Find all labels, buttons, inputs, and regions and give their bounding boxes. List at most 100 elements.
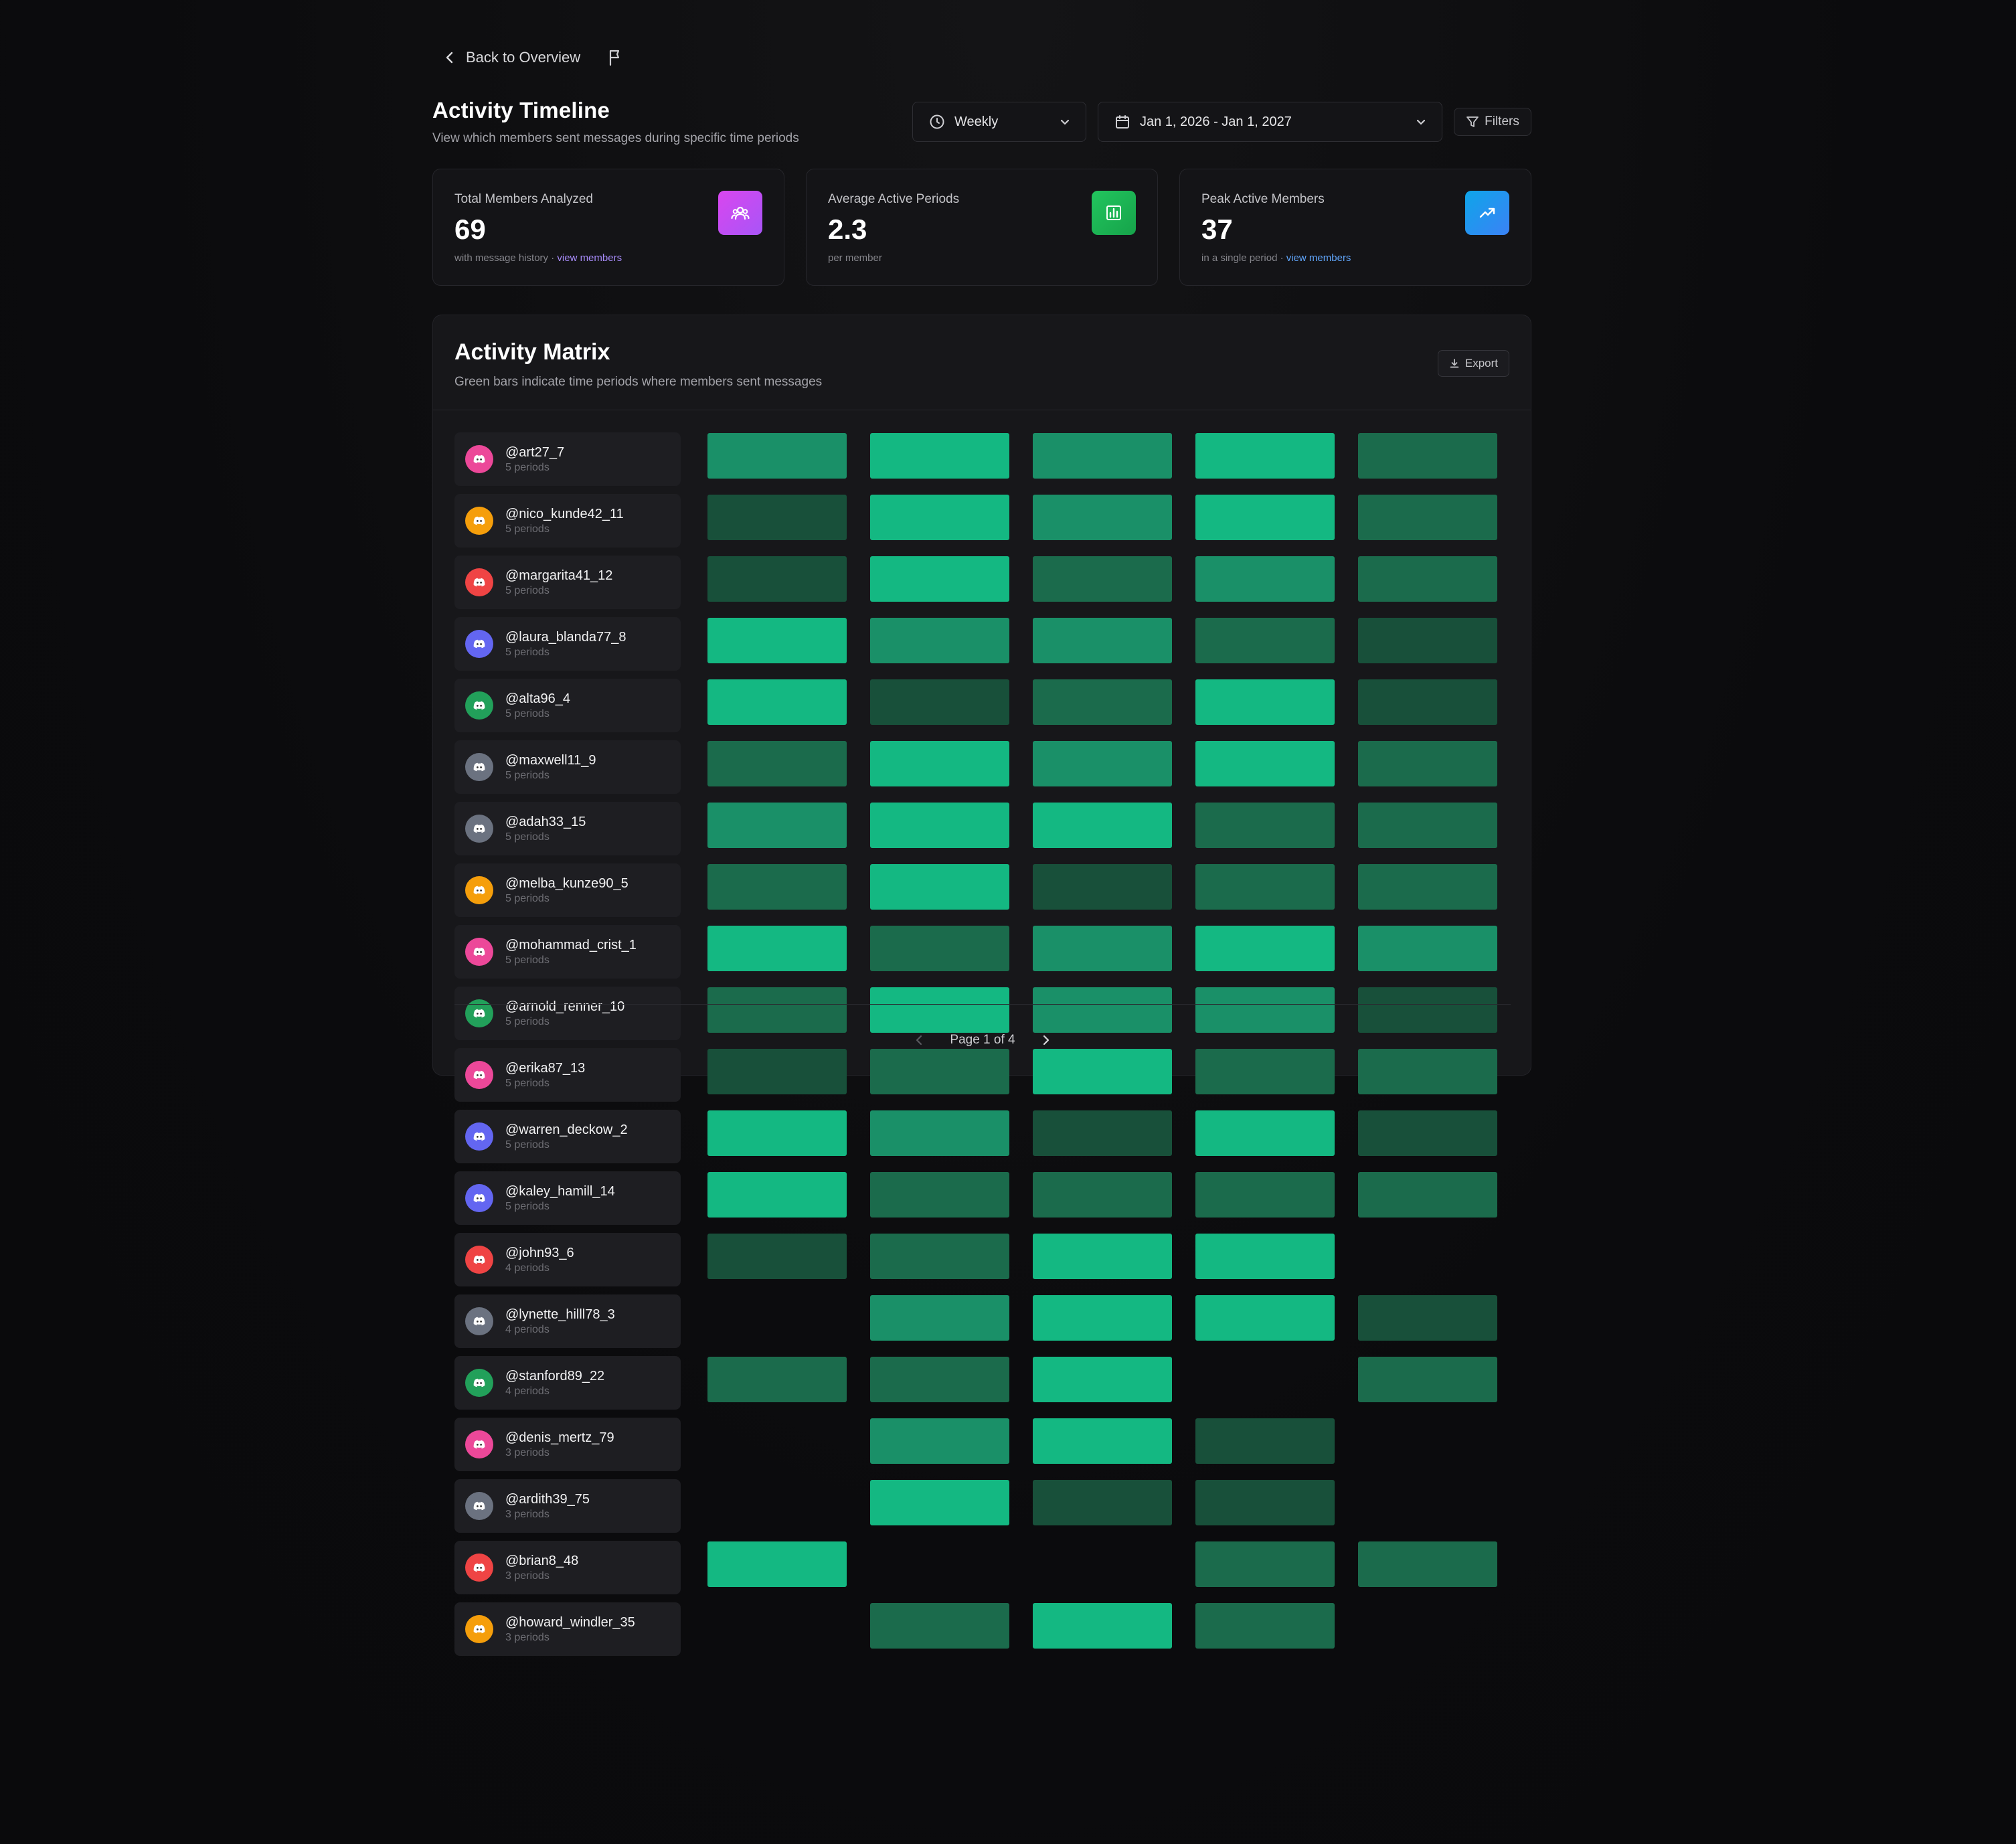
activity-cell[interactable] bbox=[707, 1049, 847, 1094]
activity-cell[interactable] bbox=[1195, 741, 1335, 786]
activity-cell[interactable] bbox=[1033, 1110, 1172, 1156]
activity-cell[interactable] bbox=[870, 495, 1009, 540]
activity-cell[interactable] bbox=[1195, 1541, 1335, 1587]
member-item[interactable]: @brian8_48 3 periods bbox=[454, 1541, 681, 1594]
member-item[interactable]: @melba_kunze90_5 5 periods bbox=[454, 863, 681, 917]
activity-cell[interactable] bbox=[870, 926, 1009, 971]
activity-cell[interactable] bbox=[707, 926, 847, 971]
activity-cell[interactable] bbox=[1358, 1357, 1497, 1402]
activity-cell[interactable] bbox=[1033, 803, 1172, 848]
activity-cell[interactable] bbox=[1195, 1049, 1335, 1094]
view-members-link[interactable]: view members bbox=[557, 252, 622, 264]
activity-cell[interactable] bbox=[1195, 1234, 1335, 1279]
activity-cell[interactable] bbox=[870, 1603, 1009, 1649]
activity-cell[interactable] bbox=[870, 1357, 1009, 1402]
activity-cell[interactable] bbox=[1033, 1234, 1172, 1279]
member-item[interactable]: @ardith39_75 3 periods bbox=[454, 1479, 681, 1533]
activity-cell[interactable] bbox=[1033, 495, 1172, 540]
member-item[interactable]: @stanford89_22 4 periods bbox=[454, 1356, 681, 1410]
activity-cell[interactable] bbox=[1195, 495, 1335, 540]
activity-cell[interactable] bbox=[870, 433, 1009, 479]
activity-cell[interactable] bbox=[870, 1234, 1009, 1279]
activity-cell[interactable] bbox=[707, 864, 847, 910]
activity-cell[interactable] bbox=[1195, 618, 1335, 663]
flag-button[interactable] bbox=[606, 48, 624, 67]
member-item[interactable]: @nico_kunde42_11 5 periods bbox=[454, 494, 681, 548]
activity-cell[interactable] bbox=[1358, 741, 1497, 786]
activity-cell[interactable] bbox=[1358, 1541, 1497, 1587]
activity-cell[interactable] bbox=[1195, 803, 1335, 848]
activity-cell[interactable] bbox=[870, 741, 1009, 786]
activity-cell[interactable] bbox=[1358, 433, 1497, 479]
activity-cell[interactable] bbox=[1033, 433, 1172, 479]
member-item[interactable]: @laura_blanda77_8 5 periods bbox=[454, 617, 681, 671]
activity-cell[interactable] bbox=[707, 987, 847, 1033]
activity-cell[interactable] bbox=[1195, 1603, 1335, 1649]
activity-cell[interactable] bbox=[1195, 433, 1335, 479]
member-item[interactable]: @art27_7 5 periods bbox=[454, 432, 681, 486]
next-page-button[interactable] bbox=[1035, 1030, 1056, 1050]
filters-button[interactable]: Filters bbox=[1454, 108, 1531, 136]
member-item[interactable]: @john93_6 4 periods bbox=[454, 1233, 681, 1286]
activity-cell[interactable] bbox=[870, 679, 1009, 725]
activity-cell[interactable] bbox=[1195, 1418, 1335, 1464]
activity-cell[interactable] bbox=[1358, 495, 1497, 540]
activity-cell[interactable] bbox=[707, 495, 847, 540]
activity-cell[interactable] bbox=[1195, 926, 1335, 971]
member-item[interactable]: @margarita41_12 5 periods bbox=[454, 556, 681, 609]
activity-cell[interactable] bbox=[707, 1110, 847, 1156]
back-to-overview-link[interactable]: Back to Overview bbox=[444, 49, 580, 66]
activity-cell[interactable] bbox=[1358, 1049, 1497, 1094]
period-select[interactable]: Weekly bbox=[912, 102, 1086, 142]
activity-cell[interactable] bbox=[1195, 679, 1335, 725]
activity-cell[interactable] bbox=[707, 803, 847, 848]
activity-cell[interactable] bbox=[1195, 864, 1335, 910]
activity-cell[interactable] bbox=[707, 741, 847, 786]
activity-cell[interactable] bbox=[1033, 1418, 1172, 1464]
member-item[interactable]: @erika87_13 5 periods bbox=[454, 1048, 681, 1102]
activity-cell[interactable] bbox=[870, 1480, 1009, 1525]
activity-cell[interactable] bbox=[870, 1418, 1009, 1464]
activity-cell[interactable] bbox=[870, 1172, 1009, 1218]
activity-cell[interactable] bbox=[1195, 1295, 1335, 1341]
activity-cell[interactable] bbox=[1195, 1480, 1335, 1525]
member-item[interactable]: @lynette_hilll78_3 4 periods bbox=[454, 1294, 681, 1348]
activity-cell[interactable] bbox=[1358, 803, 1497, 848]
activity-cell[interactable] bbox=[870, 864, 1009, 910]
activity-cell[interactable] bbox=[870, 1295, 1009, 1341]
activity-cell[interactable] bbox=[1195, 987, 1335, 1033]
activity-cell[interactable] bbox=[1033, 1295, 1172, 1341]
member-item[interactable]: @arnold_renner_10 5 periods bbox=[454, 987, 681, 1040]
activity-cell[interactable] bbox=[1033, 864, 1172, 910]
prev-page-button[interactable] bbox=[910, 1030, 930, 1050]
activity-cell[interactable] bbox=[1358, 1110, 1497, 1156]
activity-cell[interactable] bbox=[1358, 987, 1497, 1033]
activity-cell[interactable] bbox=[1033, 1172, 1172, 1218]
activity-cell[interactable] bbox=[1358, 926, 1497, 971]
activity-cell[interactable] bbox=[707, 618, 847, 663]
export-button[interactable]: Export bbox=[1437, 350, 1509, 377]
activity-cell[interactable] bbox=[1033, 1603, 1172, 1649]
member-item[interactable]: @howard_windler_35 3 periods bbox=[454, 1602, 681, 1656]
member-item[interactable]: @alta96_4 5 periods bbox=[454, 679, 681, 732]
activity-cell[interactable] bbox=[707, 1172, 847, 1218]
member-item[interactable]: @warren_deckow_2 5 periods bbox=[454, 1110, 681, 1163]
activity-cell[interactable] bbox=[1033, 926, 1172, 971]
activity-cell[interactable] bbox=[1195, 1172, 1335, 1218]
activity-cell[interactable] bbox=[707, 1234, 847, 1279]
member-item[interactable]: @adah33_15 5 periods bbox=[454, 802, 681, 855]
activity-cell[interactable] bbox=[1358, 618, 1497, 663]
activity-cell[interactable] bbox=[707, 556, 847, 602]
activity-cell[interactable] bbox=[1358, 556, 1497, 602]
activity-cell[interactable] bbox=[1033, 679, 1172, 725]
activity-cell[interactable] bbox=[1033, 741, 1172, 786]
view-members-link[interactable]: view members bbox=[1286, 252, 1351, 264]
activity-cell[interactable] bbox=[1033, 556, 1172, 602]
activity-cell[interactable] bbox=[707, 679, 847, 725]
member-item[interactable]: @mohammad_crist_1 5 periods bbox=[454, 925, 681, 979]
member-item[interactable]: @maxwell11_9 5 periods bbox=[454, 740, 681, 794]
activity-cell[interactable] bbox=[870, 618, 1009, 663]
activity-cell[interactable] bbox=[1358, 864, 1497, 910]
activity-cell[interactable] bbox=[1195, 1110, 1335, 1156]
activity-cell[interactable] bbox=[870, 803, 1009, 848]
